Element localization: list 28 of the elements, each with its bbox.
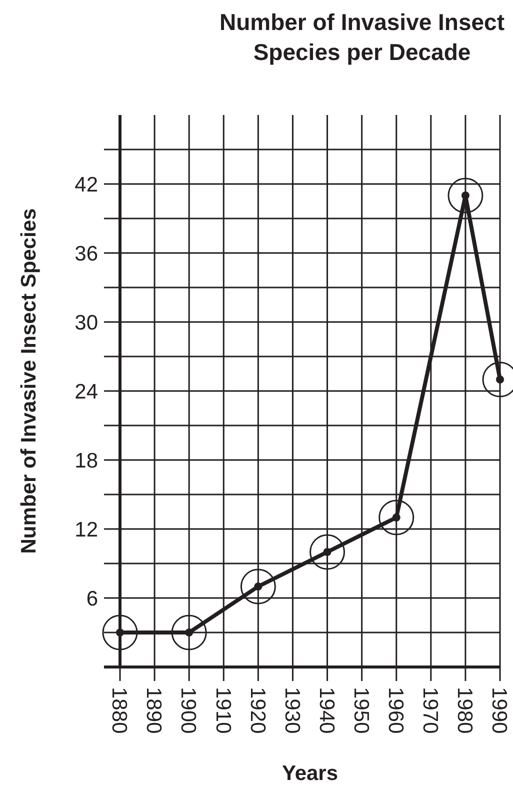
point	[378, 500, 414, 536]
x-tick-label: 1970	[418, 687, 442, 734]
y-tick-label: 42	[74, 173, 98, 196]
y-tick-label: 24	[74, 380, 98, 404]
chart-title: Number of Invasive Insect Species per Decade	[219, 9, 505, 65]
point	[102, 614, 138, 650]
x-tick-label: 1980	[453, 687, 476, 734]
point	[310, 534, 346, 570]
y-tick-label: 36	[74, 242, 98, 266]
y-axis-title: Number of Invasive Insect Species	[17, 208, 40, 554]
x-tick-label: 1960	[384, 687, 408, 734]
point	[171, 614, 207, 650]
x-tick-label: 1940	[314, 687, 338, 734]
point	[240, 568, 276, 604]
x-tick-label: 1990	[488, 687, 511, 734]
x-tick-label: 1920	[246, 687, 269, 734]
point	[448, 178, 484, 214]
x-tick-label: 1930	[280, 687, 304, 734]
y-tick-label: 30	[74, 311, 98, 334]
x-tick-label: 1900	[176, 687, 200, 734]
x-tick-label: 1890	[142, 687, 166, 734]
y-tick-label: 6	[86, 587, 98, 610]
x-tick-label: 1950	[349, 687, 372, 734]
y-tick-label: 12	[74, 518, 98, 542]
x-axis-title: Years	[282, 762, 338, 785]
y-tick-label: 18	[74, 449, 98, 472]
x-tick-label: 1880	[108, 687, 131, 734]
x-tick-label: 1910	[211, 687, 234, 734]
